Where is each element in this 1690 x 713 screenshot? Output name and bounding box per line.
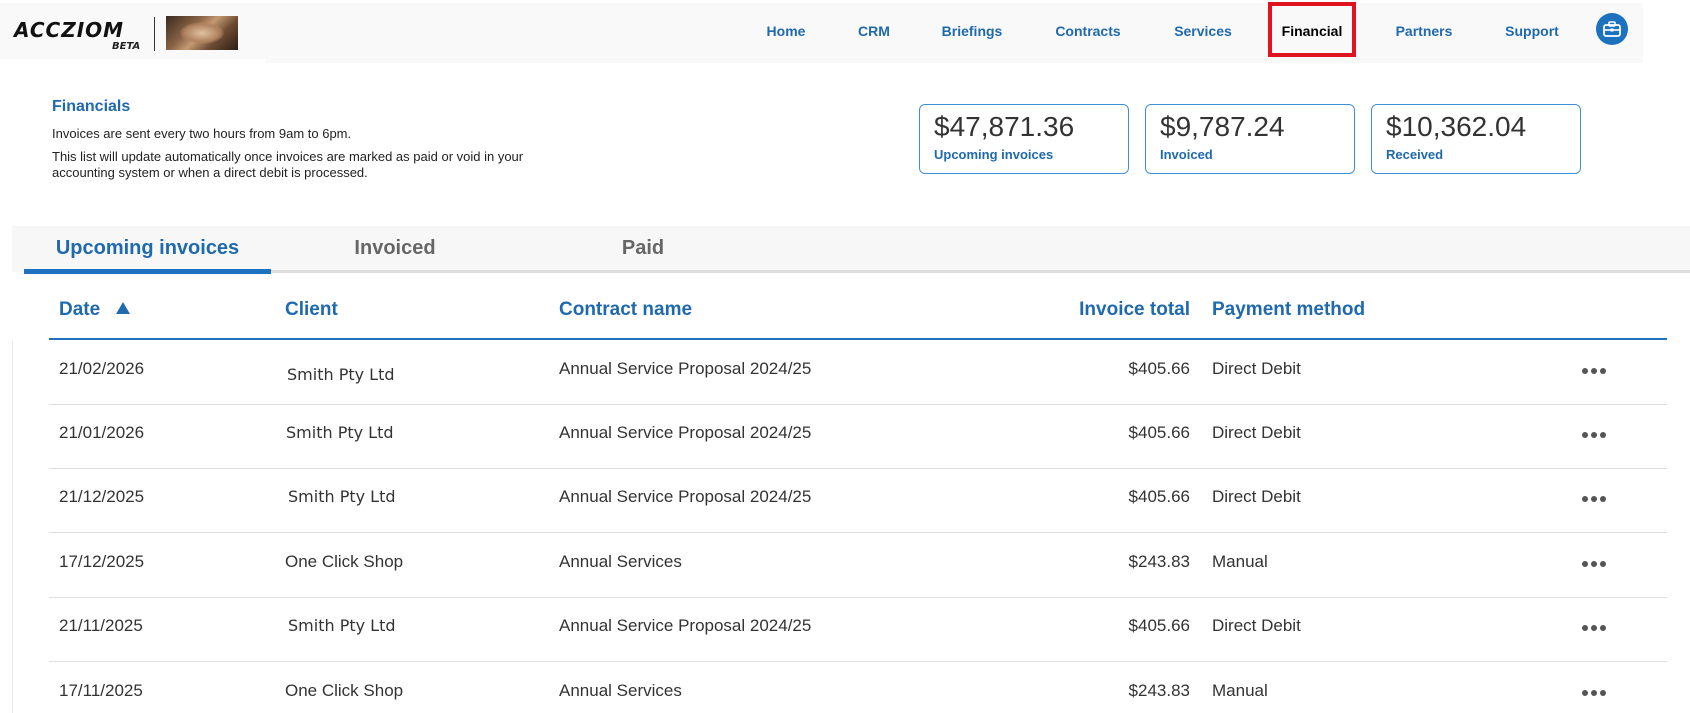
row-client: Smith Pty Ltd	[288, 487, 396, 506]
upcoming-invoices-card: $47,871.36 Upcoming invoices	[919, 104, 1129, 174]
row-date: 17/12/2025	[59, 552, 145, 571]
invoiced-card: $9,787.24 Invoiced	[1145, 104, 1355, 174]
nav-briefings[interactable]: Briefings	[941, 23, 1003, 39]
row-invoice-total: $405.66	[1128, 423, 1190, 442]
column-header-payment-method[interactable]: Payment method	[1212, 299, 1366, 320]
row-divider	[49, 532, 1667, 533]
logo-beta-badge: BETA	[112, 41, 141, 52]
table-left-border	[12, 340, 13, 713]
tab-paid[interactable]: Paid	[621, 237, 665, 259]
invoiced-label: Invoiced	[1160, 147, 1213, 162]
received-card: $10,362.04 Received	[1371, 104, 1581, 174]
briefcase-icon-glyph	[1603, 21, 1621, 37]
table-row[interactable]: 21/02/2026 Smith Pty Ltd Annual Service …	[49, 341, 1667, 405]
row-invoice-total: $405.66	[1128, 359, 1190, 378]
table-header-divider	[49, 338, 1667, 340]
more-options-icon[interactable]	[1581, 361, 1609, 381]
sort-ascending-icon	[115, 296, 131, 324]
row-contract: Annual Service Proposal 2024/25	[559, 423, 812, 442]
row-date: 21/01/2026	[59, 423, 145, 442]
row-client: One Click Shop	[285, 681, 404, 700]
column-header-client[interactable]: Client	[285, 299, 338, 320]
row-invoice-total: $405.66	[1128, 487, 1190, 506]
nav-crm[interactable]: CRM	[858, 23, 890, 39]
table-row[interactable]: 21/01/2026 Smith Pty Ltd Annual Service …	[49, 405, 1667, 469]
nav-contracts[interactable]: Contracts	[1055, 23, 1121, 39]
row-date: 17/11/2025	[59, 681, 143, 700]
column-header-date[interactable]: Date	[59, 296, 131, 324]
more-options-icon[interactable]	[1581, 489, 1609, 509]
tab-invoiced[interactable]: Invoiced	[354, 237, 436, 259]
row-contract: Annual Service Proposal 2024/25	[559, 616, 812, 635]
nav-financial-highlight	[1268, 2, 1356, 57]
more-options-icon[interactable]	[1581, 683, 1609, 703]
table-row[interactable]: 21/11/2025 Smith Pty Ltd Annual Service …	[49, 598, 1667, 662]
nav-services[interactable]: Services	[1174, 23, 1232, 39]
invoiced-total: $9,787.24	[1160, 111, 1285, 142]
nav-home[interactable]: Home	[766, 23, 806, 39]
tabs-divider	[24, 270, 1690, 273]
row-client: One Click Shop	[285, 552, 404, 571]
logo-divider	[154, 17, 155, 51]
row-date: 21/11/2025	[59, 616, 143, 635]
nav-support[interactable]: Support	[1505, 23, 1559, 39]
row-client: Smith Pty Ltd	[286, 423, 394, 442]
column-header-invoice-total[interactable]: Invoice total	[1079, 299, 1190, 320]
row-divider	[49, 468, 1667, 469]
row-payment-method: Direct Debit	[1212, 487, 1301, 506]
row-client: Smith Pty Ltd	[287, 365, 395, 384]
row-divider	[49, 404, 1667, 405]
column-header-date-label: Date	[59, 299, 101, 321]
row-payment-method: Manual	[1212, 681, 1268, 700]
tab-upcoming-invoices[interactable]: Upcoming invoices	[55, 237, 240, 259]
table-row[interactable]: 17/12/2025 One Click Shop Annual Service…	[49, 534, 1667, 598]
received-total: $10,362.04	[1386, 111, 1527, 142]
row-payment-method: Direct Debit	[1212, 616, 1301, 635]
row-contract: Annual Services	[559, 681, 682, 700]
row-invoice-total: $405.66	[1128, 616, 1190, 635]
more-options-icon[interactable]	[1581, 554, 1609, 574]
row-client: Smith Pty Ltd	[288, 616, 396, 635]
column-header-contract-name[interactable]: Contract name	[559, 299, 693, 320]
logo[interactable]: ACCZIOM BETA	[12, 15, 262, 55]
logo-underline	[0, 59, 265, 63]
row-date: 21/02/2026	[59, 359, 145, 378]
financials-schedule-note: Invoices are sent every two hours from 9…	[52, 126, 352, 141]
logo-hands-image	[166, 16, 238, 50]
row-payment-method: Manual	[1212, 552, 1268, 571]
row-divider	[49, 597, 1667, 598]
row-date: 21/12/2025	[59, 487, 145, 506]
nav-partners[interactable]: Partners	[1395, 23, 1453, 39]
briefcase-icon[interactable]	[1596, 13, 1628, 45]
row-payment-method: Direct Debit	[1212, 359, 1301, 378]
upcoming-invoices-total: $47,871.36	[934, 111, 1075, 142]
row-contract: Annual Service Proposal 2024/25	[559, 359, 812, 378]
row-contract: Annual Service Proposal 2024/25	[559, 487, 812, 506]
financials-update-note: This list will update automatically once…	[52, 149, 524, 180]
row-contract: Annual Services	[559, 552, 682, 571]
table-row[interactable]: 17/11/2025 One Click Shop Annual Service…	[49, 663, 1667, 713]
logo-wordmark: ACCZIOM	[14, 18, 125, 42]
active-tab-indicator	[24, 269, 271, 274]
upcoming-invoices-label: Upcoming invoices	[934, 147, 1054, 162]
invoice-tabs	[12, 226, 1690, 272]
more-options-icon[interactable]	[1581, 425, 1609, 445]
received-label: Received	[1386, 147, 1444, 162]
row-payment-method: Direct Debit	[1212, 423, 1301, 442]
nav-financial[interactable]: Financial	[1281, 23, 1343, 39]
row-invoice-total: $243.83	[1128, 552, 1190, 571]
table-row[interactable]: 21/12/2025 Smith Pty Ltd Annual Service …	[49, 469, 1667, 533]
row-divider	[49, 661, 1667, 662]
row-invoice-total: $243.83	[1128, 681, 1190, 700]
top-navigation-bar: ACCZIOM BETA Home CRM Briefings Contract…	[0, 2, 1643, 63]
more-options-icon[interactable]	[1581, 618, 1609, 638]
page-title: Financials	[52, 98, 131, 115]
